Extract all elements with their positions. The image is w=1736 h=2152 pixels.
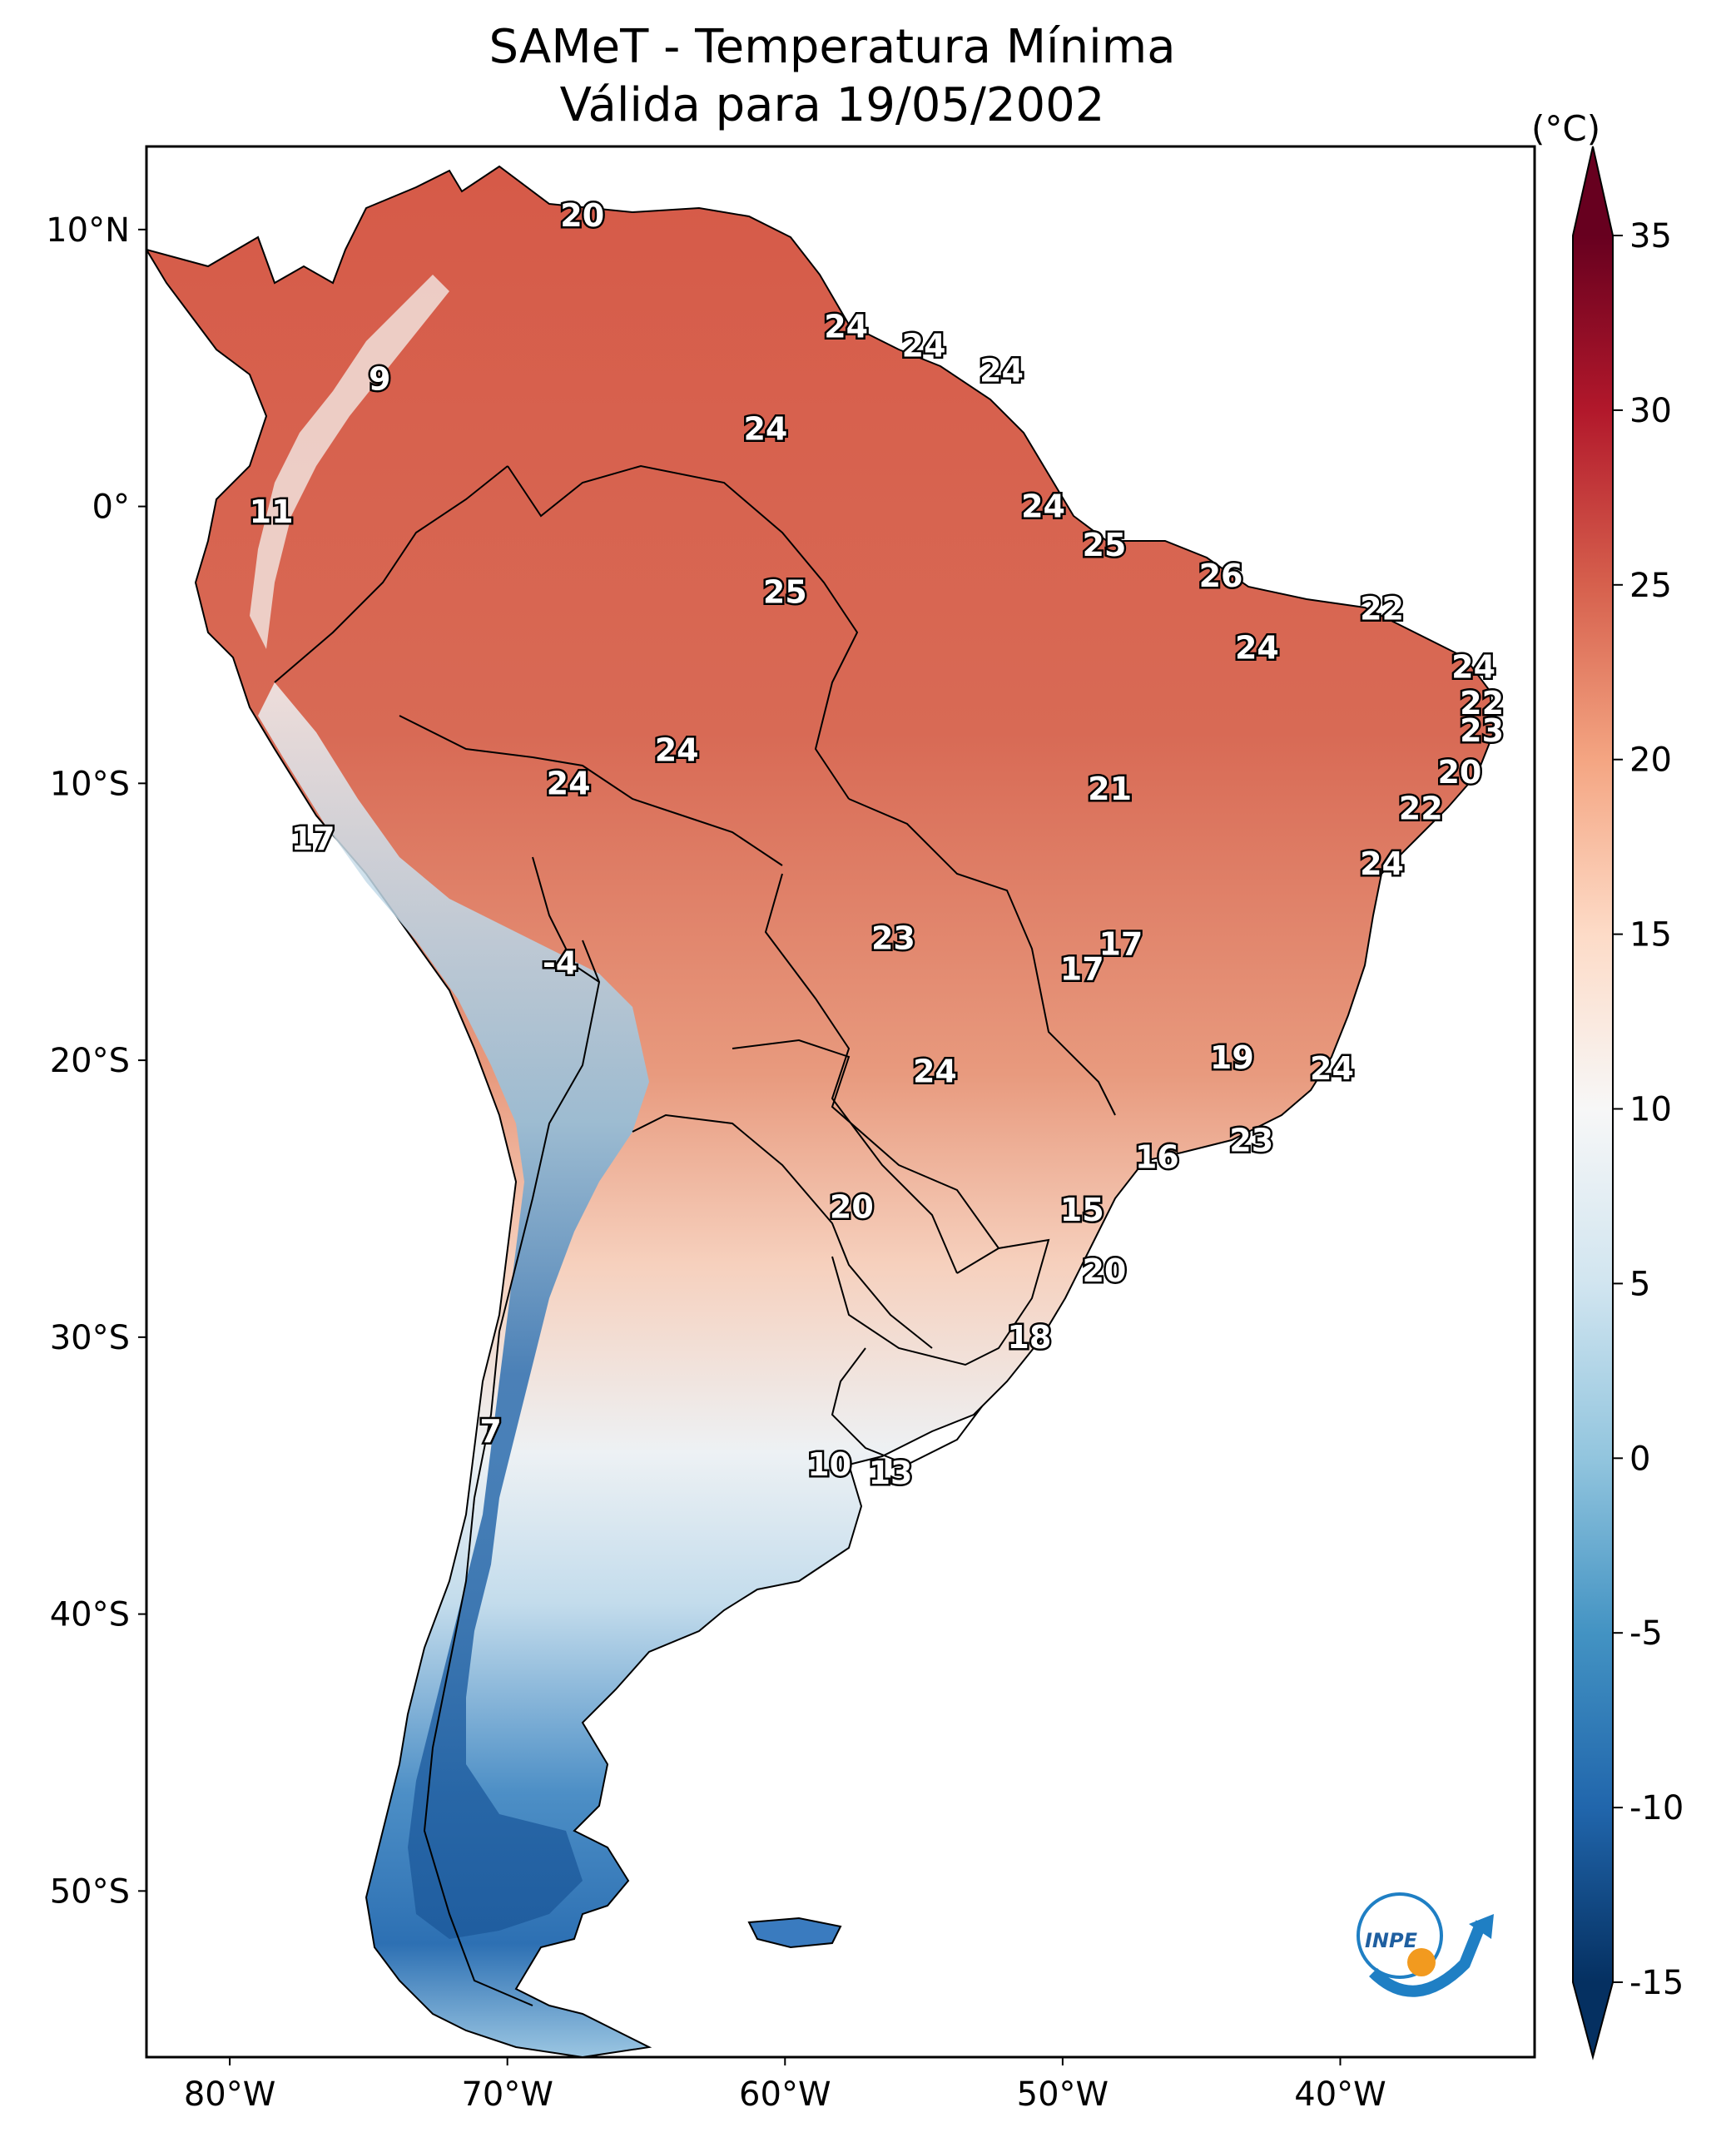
colorbar-min-arrow (1573, 1982, 1613, 2057)
station-value: -4 (543, 945, 578, 982)
colorbar: 35 30 25 20 15 10 5 0 -5 -10 -15 (1572, 146, 1684, 2060)
station-value: 24 (655, 731, 699, 768)
station-value: 24 (743, 410, 787, 447)
station-value: 20 (1437, 754, 1481, 791)
station-value: 25 (1082, 527, 1126, 563)
station-value: 23 (1460, 712, 1504, 749)
station-value: 22 (1460, 685, 1504, 721)
station-value: 24 (1360, 845, 1404, 882)
station-value: 22 (1360, 591, 1404, 627)
colorbar-tick-label: 15 (1629, 916, 1672, 955)
station-value: 11 (250, 493, 294, 530)
colorbar-tick-label: 30 (1629, 392, 1672, 430)
station-value: 24 (1310, 1050, 1354, 1087)
station-value: 19 (1210, 1039, 1254, 1076)
lat-tick-label: 40°S (50, 1596, 130, 1634)
station-value: 17 (1099, 925, 1143, 962)
station-value: 22 (1399, 790, 1443, 826)
station-value: 24 (980, 353, 1024, 389)
station-value: 20 (1082, 1252, 1126, 1289)
lat-tick-label: 10°S (50, 765, 130, 803)
lon-tick-label: 50°W (1017, 2075, 1109, 2114)
lon-tick-label: 80°W (184, 2075, 275, 2114)
station-value: 16 (1135, 1139, 1179, 1176)
lon-tick-label: 70°W (461, 2075, 553, 2114)
colorbar-tick-label: 25 (1629, 567, 1672, 605)
colorbar-tick-label: -15 (1629, 1964, 1684, 2002)
lon-tick-label: 40°W (1294, 2075, 1386, 2114)
station-value: 20 (560, 197, 604, 234)
lat-tick-label: 30°S (50, 1319, 130, 1357)
lon-tick-label: 60°W (739, 2075, 831, 2114)
longitude-ticks: 80°W 70°W 60°W 50°W 40°W (184, 2057, 1386, 2114)
station-value: 21 (1088, 771, 1132, 807)
country-borders (274, 464, 1116, 2006)
station-value: 20 (830, 1188, 874, 1225)
station-value: 26 (1199, 558, 1243, 594)
inpe-logo-text: INPE (1365, 1929, 1418, 1952)
station-value: 17 (1060, 950, 1104, 987)
colorbar-tick-label: 5 (1629, 1265, 1650, 1303)
falkland-islands (747, 1916, 842, 1949)
station-value: 23 (871, 920, 915, 957)
colorbar-tick-label: 10 (1629, 1091, 1672, 1129)
station-value: 24 (1021, 488, 1065, 525)
station-value: 13 (869, 1455, 913, 1491)
colorbar-max-arrow (1573, 146, 1613, 236)
colorbar-tick-label: 35 (1629, 217, 1672, 255)
map-title: SAMeT - Temperatura Mínima (489, 20, 1176, 74)
colorbar-tick-label: 20 (1629, 741, 1672, 780)
andes-cold-belt (258, 682, 649, 1939)
station-value: 24 (547, 765, 591, 801)
station-value: 23 (1229, 1123, 1273, 1159)
colorbar-body (1573, 236, 1613, 1982)
station-value: 9 (369, 361, 390, 398)
station-value: 24 (902, 328, 946, 364)
station-value: 7 (479, 1413, 501, 1450)
colorbar-unit: (°C) (1531, 108, 1601, 149)
station-value: 15 (1060, 1192, 1104, 1228)
station-value: 18 (1007, 1319, 1051, 1356)
station-value: 24 (824, 308, 868, 345)
lat-tick-label: 50°S (50, 1872, 130, 1911)
lat-tick-label: 0° (92, 488, 130, 527)
station-value: 17 (291, 821, 335, 857)
station-value: 24 (1451, 649, 1495, 686)
station-value: 25 (763, 574, 807, 611)
colorbar-tick-label: 0 (1629, 1440, 1650, 1478)
lat-tick-label: 20°S (50, 1042, 130, 1080)
map-subtitle: Válida para 19/05/2002 (559, 78, 1105, 132)
colorbar-tick-label: -5 (1629, 1614, 1663, 1653)
latitude-ticks: 10°N 0° 10°S 20°S 30°S 40°S 50°S (46, 211, 146, 1911)
inpe-logo: INPE (1357, 1892, 1494, 1997)
northern-andes-strip (250, 275, 449, 649)
lat-tick-label: 10°N (46, 211, 130, 250)
station-value: 10 (807, 1446, 851, 1483)
station-value: 24 (913, 1053, 957, 1089)
station-value: 24 (1235, 629, 1279, 666)
colorbar-tick-label: -10 (1629, 1789, 1684, 1827)
